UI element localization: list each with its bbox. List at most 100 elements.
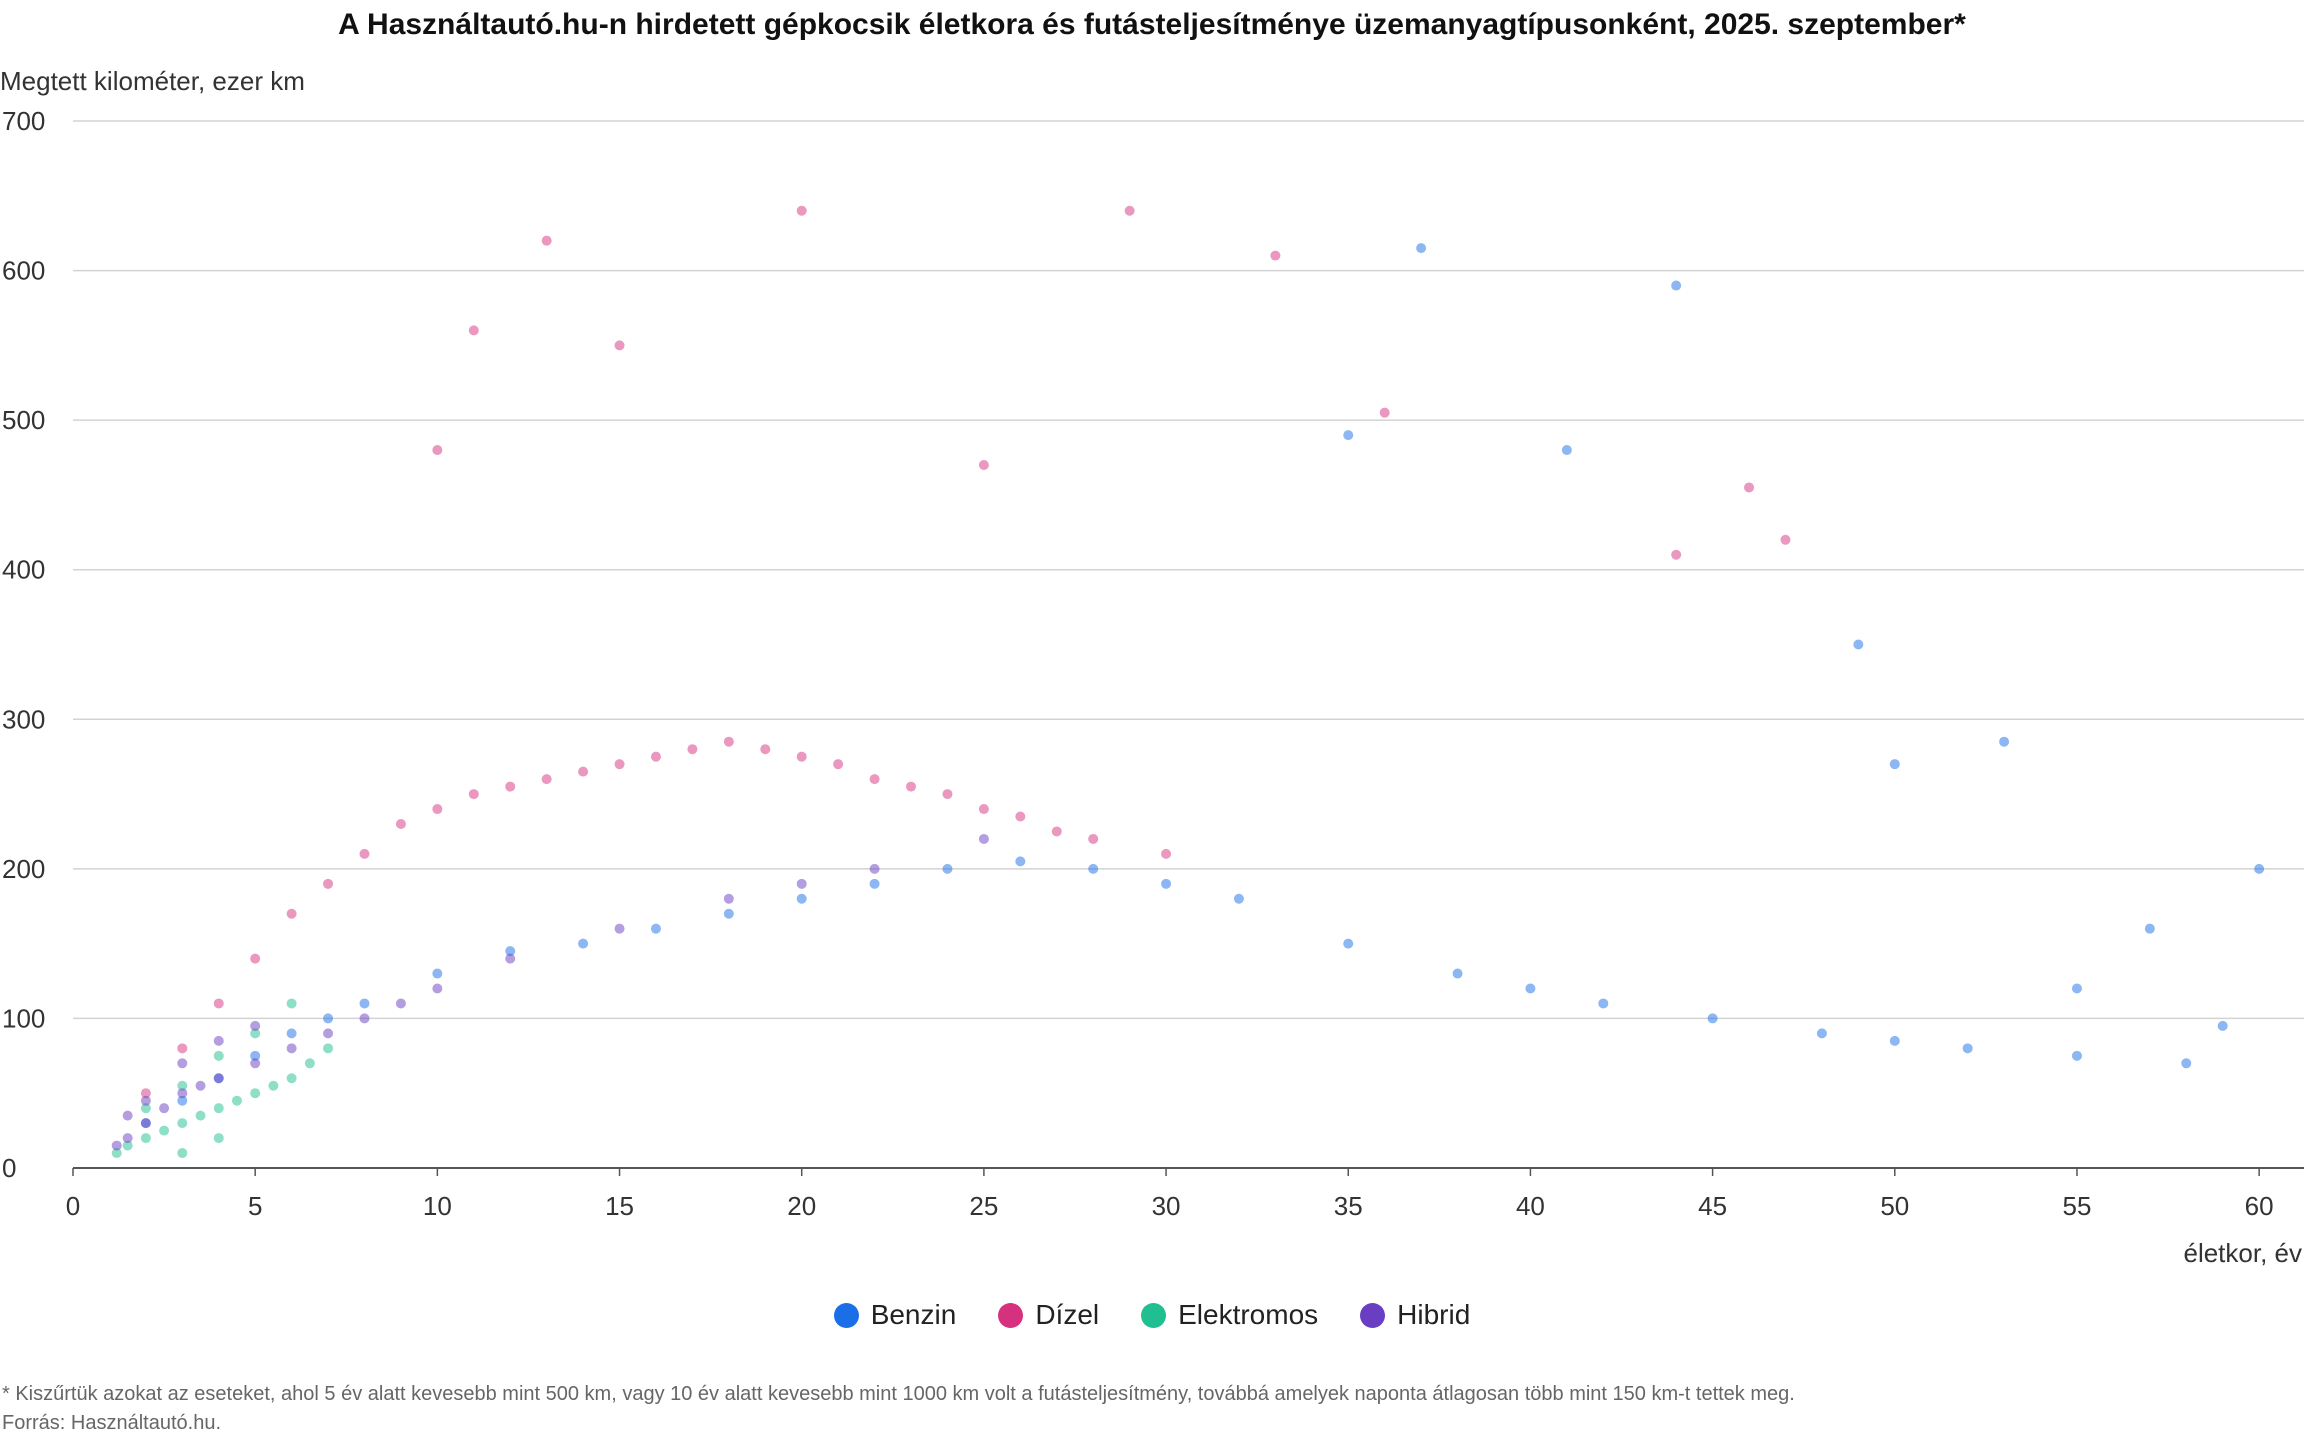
data-point-dizel — [250, 953, 261, 964]
data-point-dizel — [1161, 848, 1172, 859]
y-tick-label: 300 — [2, 704, 45, 734]
data-point-dizel — [395, 818, 406, 829]
data-point-benzin — [650, 923, 661, 934]
data-point-hibrid — [869, 863, 880, 874]
data-point-dizel — [432, 445, 443, 456]
data-point-hibrid — [111, 1140, 122, 1151]
y-tick-label: 600 — [2, 256, 45, 286]
data-point-dizel — [614, 340, 625, 351]
data-point-benzin — [250, 1050, 261, 1061]
y-tick-label: 700 — [2, 106, 45, 136]
data-point-dizel — [1270, 250, 1281, 261]
x-tick-label: 5 — [248, 1191, 262, 1221]
legend-label-elektromos: Elektromos — [1178, 1299, 1319, 1330]
data-point-benzin — [1088, 863, 1099, 874]
y-tick-label: 100 — [2, 1003, 45, 1033]
data-point-hibrid — [177, 1088, 188, 1099]
data-point-benzin — [1598, 998, 1609, 1009]
data-point-benzin — [1853, 639, 1864, 650]
data-point-dizel — [432, 804, 443, 815]
data-point-elektromos — [140, 1133, 151, 1144]
data-point-hibrid — [159, 1103, 170, 1114]
data-point-dizel — [687, 744, 698, 755]
data-point-benzin — [505, 946, 516, 957]
data-point-hibrid — [978, 833, 989, 844]
data-point-dizel — [1124, 205, 1135, 216]
x-axis-title: életkor, év — [2183, 1238, 2302, 1268]
data-point-elektromos — [268, 1080, 279, 1091]
legend-item-benzin[interactable]: Benzin — [833, 1299, 957, 1331]
data-point-dizel — [833, 759, 844, 770]
data-point-elektromos — [140, 1103, 151, 1114]
chart-footnote: * Kiszűrtük azokat az eseteket, ahol 5 é… — [2, 1383, 1795, 1405]
data-point-benzin — [1671, 280, 1682, 291]
data-point-benzin — [723, 908, 734, 919]
data-point-dizel — [359, 848, 370, 859]
x-tick-label: 0 — [66, 1191, 80, 1221]
data-point-benzin — [1233, 893, 1244, 904]
data-point-benzin — [942, 863, 953, 874]
data-point-hibrid — [140, 1118, 151, 1129]
legend-swatch-elektromos — [1141, 1302, 1167, 1328]
data-point-hibrid — [213, 1035, 224, 1046]
legend-item-elektromos[interactable]: Elektromos — [1141, 1299, 1318, 1331]
data-point-dizel — [286, 908, 297, 919]
data-point-benzin — [1889, 759, 1900, 770]
data-point-benzin — [286, 1028, 297, 1039]
data-point-benzin — [2254, 863, 2265, 874]
data-point-dizel — [1671, 549, 1682, 560]
chart-source: Forrás: Használtautó.hu. — [2, 1412, 221, 1434]
data-point-dizel — [796, 205, 807, 216]
data-point-dizel — [468, 789, 479, 800]
y-tick-label: 200 — [2, 854, 45, 884]
data-point-benzin — [2071, 983, 2082, 994]
data-point-dizel — [541, 774, 552, 785]
data-point-benzin — [796, 893, 807, 904]
legend-item-dizel[interactable]: Dízel — [998, 1299, 1099, 1331]
data-point-hibrid — [286, 1043, 297, 1054]
data-point-dizel — [978, 804, 989, 815]
y-axis-title: Megtett kilométer, ezer km — [0, 66, 305, 96]
x-tick-label: 15 — [605, 1191, 634, 1221]
x-tick-label: 60 — [2245, 1191, 2274, 1221]
data-point-benzin — [1416, 243, 1427, 254]
x-tick-label: 20 — [787, 1191, 816, 1221]
data-point-hibrid — [323, 1028, 334, 1039]
legend-swatch-dizel — [998, 1302, 1024, 1328]
legend-item-hibrid[interactable]: Hibrid — [1360, 1299, 1470, 1331]
data-point-dizel — [760, 744, 771, 755]
data-point-benzin — [177, 1095, 188, 1106]
data-point-dizel — [541, 235, 552, 246]
data-point-hibrid — [250, 1058, 261, 1069]
legend-label-benzin: Benzin — [870, 1299, 957, 1330]
y-tick-label: 0 — [2, 1153, 16, 1183]
data-point-dizel — [942, 789, 953, 800]
data-point-elektromos — [213, 1103, 224, 1114]
data-point-hibrid — [359, 1013, 370, 1024]
data-point-benzin — [1816, 1028, 1827, 1039]
data-point-benzin — [1999, 736, 2010, 747]
data-point-dizel — [978, 460, 989, 471]
data-point-dizel — [177, 1043, 188, 1054]
data-point-hibrid — [250, 1020, 261, 1031]
data-point-dizel — [614, 759, 625, 770]
data-point-dizel — [1015, 811, 1026, 822]
data-point-hibrid — [796, 878, 807, 889]
x-tick-label: 45 — [1698, 1191, 1727, 1221]
data-point-benzin — [1561, 445, 1572, 456]
data-point-dizel — [869, 774, 880, 785]
data-point-benzin — [869, 878, 880, 889]
data-point-benzin — [1962, 1043, 1973, 1054]
data-point-dizel — [140, 1088, 151, 1099]
data-point-elektromos — [177, 1118, 188, 1129]
data-point-benzin — [1525, 983, 1536, 994]
data-point-elektromos — [304, 1058, 315, 1069]
data-point-dizel — [468, 325, 479, 336]
legend: Benzin Dízel Elektromos Hibrid — [0, 1299, 2304, 1331]
data-point-elektromos — [250, 1088, 261, 1099]
data-point-dizel — [1379, 407, 1390, 418]
data-point-dizel — [578, 766, 589, 777]
data-point-hibrid — [505, 953, 516, 964]
data-point-elektromos — [195, 1110, 206, 1121]
